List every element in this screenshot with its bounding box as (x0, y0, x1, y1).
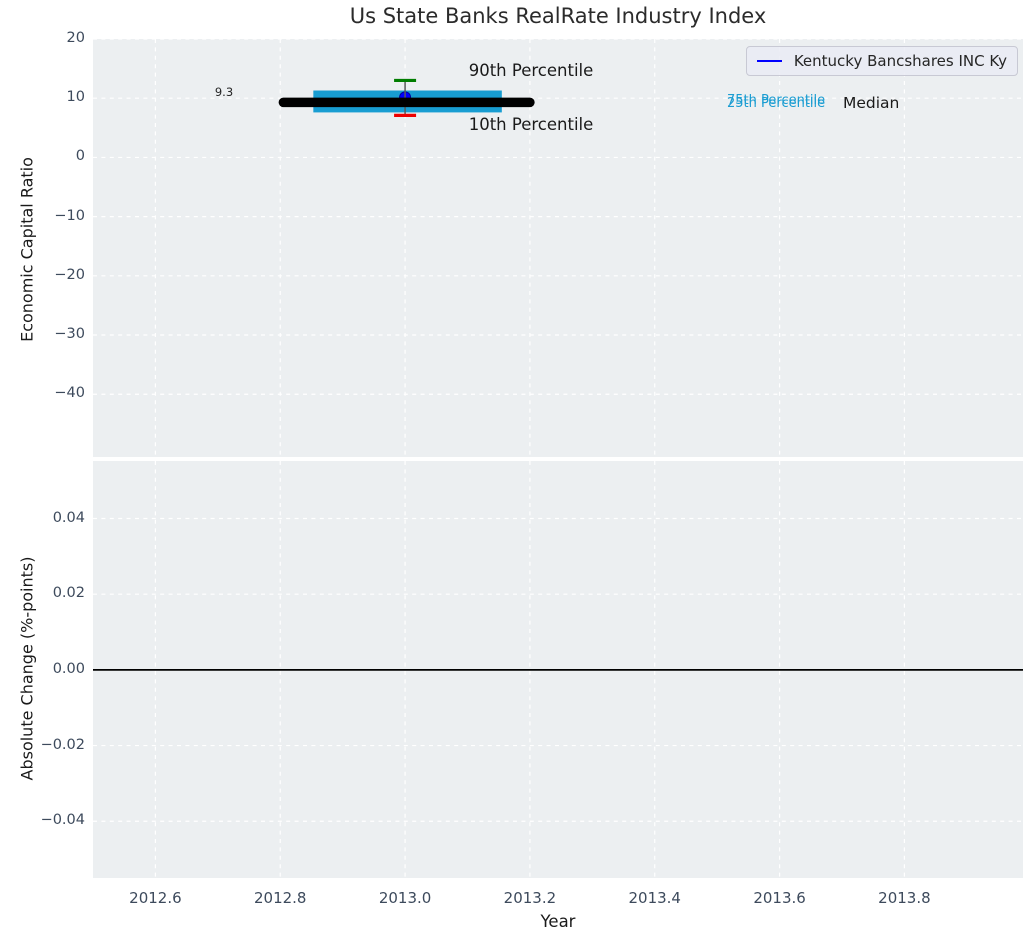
p90-annotation: 90th Percentile (468, 61, 594, 80)
x-tick-label: 2013.0 (378, 889, 432, 907)
y-tick-label: 0.04 (52, 509, 85, 526)
p75-annotation: 75th Percentile (727, 93, 826, 108)
y-tick-label: −10 (54, 207, 85, 224)
legend: Kentucky Bancshares INC Ky (746, 46, 1018, 76)
top-plot-area (93, 39, 1023, 457)
p10-annotation: 10th Percentile (468, 115, 594, 134)
y-tick-label: 0.00 (52, 660, 85, 677)
x-tick-label: 2013.6 (753, 889, 806, 907)
y-tick-label: 10 (66, 89, 85, 106)
y-tick-label: 0 (75, 148, 85, 165)
y-tick-label: 0.02 (52, 585, 85, 602)
p25-annotation: 25th Percentile (727, 96, 826, 111)
x-tick-label: 2013.2 (503, 889, 557, 907)
y-tick-label: −30 (54, 326, 85, 343)
y-tick-label: −40 (54, 385, 85, 402)
plot-canvas (93, 39, 1023, 457)
y-tick-label: −0.02 (40, 736, 85, 753)
plot-canvas (93, 461, 1023, 878)
median-value-annotation: 9.3 (214, 85, 234, 99)
x-tick-label: 2012.6 (129, 889, 182, 907)
legend-label: Kentucky Bancshares INC Ky (793, 52, 1007, 70)
y-axis-label-top: Economic Capital Ratio (17, 157, 37, 342)
y-tick-label: −0.04 (40, 812, 85, 829)
y-tick-label: −20 (54, 266, 85, 283)
bottom-plot-area (93, 461, 1023, 878)
x-tick-label: 2013.8 (878, 889, 931, 907)
chart-title: Us State Banks RealRate Industry Index (349, 4, 767, 28)
y-tick-label: 20 (66, 30, 85, 46)
x-axis-label: Year (540, 912, 576, 931)
x-tick-label: 2013.4 (628, 889, 681, 907)
median-annotation: Median (843, 94, 900, 112)
legend-line-icon (757, 60, 782, 62)
x-tick-label: 2012.8 (253, 889, 307, 907)
